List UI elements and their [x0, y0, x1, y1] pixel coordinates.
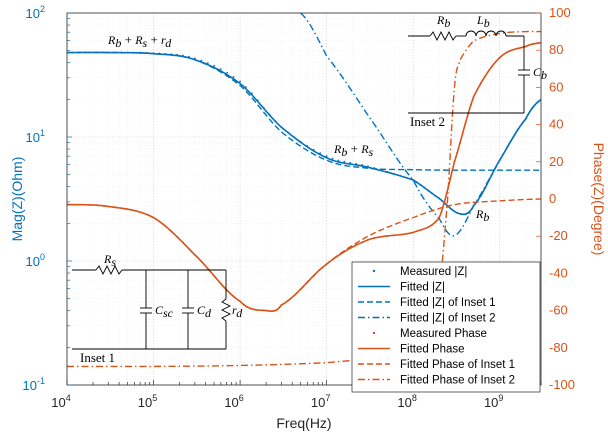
- y-left-tick-label: 10-1: [23, 376, 45, 393]
- legend-box: [351, 261, 541, 393]
- x-tick-label: 109: [484, 393, 503, 410]
- resistor-rd-symbol: [220, 298, 232, 322]
- point-measured-z: [331, 157, 334, 160]
- legend-marker-measured-phase: [372, 331, 376, 335]
- legend-label-fitted-z: Fitted |Z|: [400, 282, 445, 294]
- annotation-rb-rs: Rb + Rs: [333, 141, 374, 159]
- x-tick-label: 105: [138, 393, 157, 410]
- annotation-rb: Rb: [475, 207, 489, 224]
- inset-2-label: Inset 2: [410, 114, 445, 129]
- y-right-tick-label: -60: [549, 303, 568, 318]
- annotation-rb-rs-rd: Rb + Rs + rd: [107, 32, 172, 50]
- y-axis-label-right: Phase(Z)(Degree): [591, 143, 607, 256]
- legend-label-fitted-phase-of-inset-1: Fitted Phase of Inset 1: [400, 359, 515, 371]
- inset-2-cb-label: Cb: [533, 65, 547, 82]
- legend-label-fitted-z-of-inset-2: Fitted |Z| of Inset 2: [400, 313, 495, 325]
- y-right-tick-label: 100: [549, 5, 571, 20]
- inset-2-circuit: [408, 30, 530, 114]
- legend-label-measured-z: Measured |Z|: [400, 266, 467, 278]
- inset-1-csc-label: Csc: [155, 303, 174, 320]
- series-fitted-z-of-inset-1: [67, 51, 541, 171]
- point-measured-z: [325, 155, 328, 158]
- y-right-tick-label: 80: [549, 42, 563, 57]
- series-fitted-phase-of-inset-1: [67, 198, 541, 312]
- inset-1-circuit: [72, 264, 232, 350]
- series-fitted-z-of-inset-2: [300, 13, 541, 237]
- x-tick-label: 107: [311, 393, 330, 410]
- inset-1-label: Inset 1: [80, 350, 115, 365]
- y-right-tick-label: 40: [549, 117, 563, 132]
- x-tick-label: 108: [397, 393, 416, 410]
- legend-label-measured-phase: Measured Phase: [400, 328, 487, 340]
- point-measured-z: [349, 161, 352, 164]
- point-measured-z: [337, 159, 340, 162]
- y-left-tick-label: 101: [26, 128, 45, 145]
- point-measured-z: [226, 71, 229, 74]
- y-left-tick-label: 102: [26, 4, 45, 21]
- x-axis-label: Freq(Hz): [276, 415, 331, 431]
- legend-label-fitted-phase: Fitted Phase: [400, 344, 465, 356]
- point-measured-z: [206, 62, 209, 65]
- resistor-rs-symbol: [95, 264, 123, 276]
- inset-1-cd-label: Cd: [197, 303, 212, 320]
- x-tick-label: 106: [224, 393, 243, 410]
- y-right-tick-label: -40: [549, 265, 568, 280]
- legend: Measured |Z| Fitted |Z| Fitted |Z| of Inse…: [351, 261, 541, 393]
- y-left-tick-label: 100: [26, 252, 45, 269]
- y-right-tick-label: 0: [549, 191, 556, 206]
- legend-marker-measured-z: [372, 269, 376, 273]
- point-measured-z: [343, 160, 346, 163]
- inset-1-rd-label: rd: [232, 303, 243, 320]
- y-right-tick-label: 20: [549, 154, 563, 169]
- y-right-tick-label: 60: [549, 79, 563, 94]
- legend-label-fitted-z-of-inset-1: Fitted |Z| of Inset 1: [400, 297, 495, 309]
- inductor-lb-symbol: [465, 30, 507, 37]
- series-fitted-phase: [67, 41, 541, 312]
- point-measured-z: [213, 65, 216, 67]
- point-measured-z: [219, 68, 222, 71]
- resistor-rb-symbol: [429, 30, 457, 42]
- y-axis-label-left: Mag(Z)(Ohm): [9, 157, 25, 242]
- inset-1-rs-label: Rs: [103, 252, 116, 269]
- legend-label-fitted-phase-of-inset-2: Fitted Phase of Inset 2: [400, 375, 515, 387]
- point-measured-z: [239, 80, 241, 83]
- y-right-tick-label: -80: [549, 340, 568, 355]
- inset-2-rb-label: Rb: [436, 13, 450, 30]
- y-right-tick-label: -100: [549, 377, 575, 392]
- point-measured-z: [232, 76, 235, 78]
- tick-labels: 100 80 60 40 20 0 -20 -40 -60 -80 -100 104 105 106 107…: [23, 4, 576, 410]
- inset-2-lb-label: Lb: [476, 13, 490, 30]
- x-tick-label: 104: [51, 393, 70, 410]
- y-right-tick-label: -20: [549, 228, 568, 243]
